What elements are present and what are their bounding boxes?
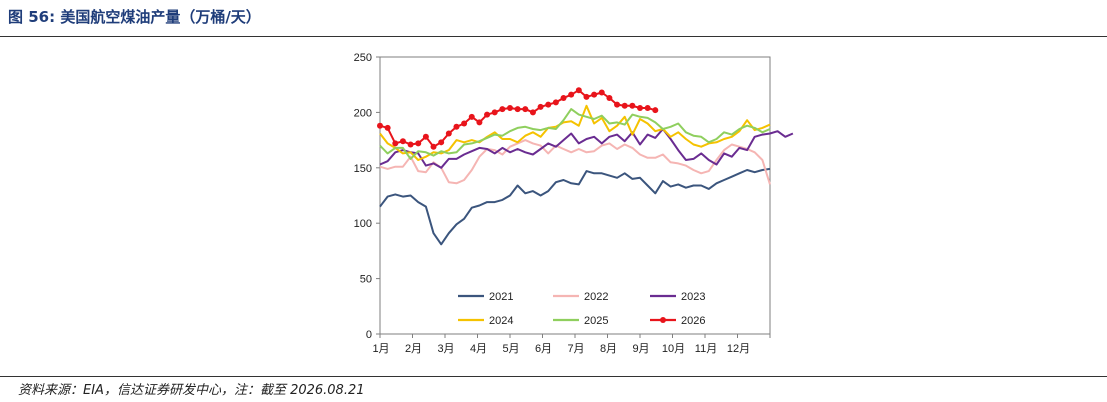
series-point-2026 <box>476 119 483 126</box>
x-tick-label: 6月 <box>535 343 552 355</box>
series-point-2026 <box>652 107 659 114</box>
series-point-2026 <box>384 124 391 131</box>
series-point-2026 <box>461 120 468 127</box>
series-point-2026 <box>422 133 429 140</box>
series-point-2026 <box>468 113 475 120</box>
series-point-2026 <box>445 130 452 137</box>
series-point-2026 <box>644 104 651 111</box>
legend-label-2025: 2025 <box>584 315 608 327</box>
series-point-2026 <box>415 140 422 147</box>
series-point-2026 <box>537 103 544 110</box>
series-point-2026 <box>629 102 636 109</box>
x-tick-label: 8月 <box>600 343 617 355</box>
series-line-2023 <box>379 128 794 169</box>
series-point-2026 <box>568 91 575 98</box>
line-chart: 0 50 100 150 200 250 1月 2月 3月 4月 5月 6月 7月 8月 9月 10月 11月 1… <box>354 52 794 355</box>
legend-label-2021: 2021 <box>489 291 513 303</box>
series-point-2026 <box>637 104 643 111</box>
series-point-2026 <box>529 109 536 116</box>
plot-frame <box>379 56 771 335</box>
series-line-2021 <box>379 167 771 246</box>
legend-label-2024: 2024 <box>489 315 513 327</box>
x-tick-label: 5月 <box>502 343 519 355</box>
series-point-2026 <box>514 106 521 113</box>
chart-axes: 0 50 100 150 200 250 1月 2月 3月 4月 5月 6月 7月 8月 9月 10月 11月 1… <box>354 52 771 355</box>
x-tick-label: 3月 <box>437 343 454 355</box>
y-tick-label: 0 <box>366 329 372 341</box>
series-point-2026 <box>407 141 414 148</box>
x-tick-label: 9月 <box>632 343 649 355</box>
series-point-2026 <box>499 106 506 113</box>
legend-label-2023: 2023 <box>681 291 705 303</box>
series-point-2026 <box>545 101 552 108</box>
series-point-2026 <box>392 140 399 147</box>
x-tick-label: 11月 <box>695 343 717 355</box>
y-tick-label: 100 <box>354 218 372 230</box>
bottom-rule <box>0 376 1107 377</box>
series-line-2022 <box>379 139 771 185</box>
x-tick-label: 12月 <box>727 343 750 355</box>
y-tick-label: 150 <box>354 163 372 175</box>
series-point-2026 <box>377 122 383 129</box>
series-point-2026 <box>438 139 445 146</box>
series-point-2026 <box>453 123 460 130</box>
series-point-2026 <box>522 106 529 113</box>
series-layer <box>377 87 794 246</box>
y-tick-label: 200 <box>354 107 372 119</box>
series-point-2026 <box>614 101 621 108</box>
legend-label-2026: 2026 <box>681 315 705 327</box>
x-tick-label: 4月 <box>470 343 487 355</box>
series-point-2026 <box>621 102 628 109</box>
legend-label-2022: 2022 <box>584 291 608 303</box>
series-point-2026 <box>560 94 567 101</box>
series-point-2026 <box>598 89 605 96</box>
series-point-2026 <box>484 111 491 118</box>
series-point-2026 <box>591 91 598 98</box>
top-rule <box>0 36 1107 37</box>
figure-title: 图 56: 美国航空煤油产量（万桶/天） <box>8 8 261 26</box>
y-tick-label: 250 <box>354 52 372 64</box>
chart-legend: 2021 2022 2023 2024 2025 2026 <box>458 291 705 327</box>
x-tick-label: 1月 <box>372 343 389 355</box>
x-tick-label: 2月 <box>405 343 422 355</box>
y-tick-label: 50 <box>360 274 372 286</box>
x-tick-label: 7月 <box>567 343 584 355</box>
x-tick-label: 10月 <box>662 343 685 355</box>
series-point-2026 <box>606 94 613 101</box>
series-point-2026 <box>575 87 582 94</box>
legend-marker-2026 <box>660 317 666 323</box>
series-point-2026 <box>583 93 590 100</box>
series-point-2026 <box>552 99 559 106</box>
series-line-2025 <box>379 108 771 160</box>
source-note: 资料来源：EIA，信达证券研发中心，注：截至 2026.08.21 <box>18 383 365 398</box>
series-line-2026 <box>379 89 656 148</box>
series-point-2026 <box>430 143 437 150</box>
series-point-2026 <box>507 104 513 111</box>
series-point-2026 <box>399 138 406 145</box>
series-point-2026 <box>491 109 498 116</box>
